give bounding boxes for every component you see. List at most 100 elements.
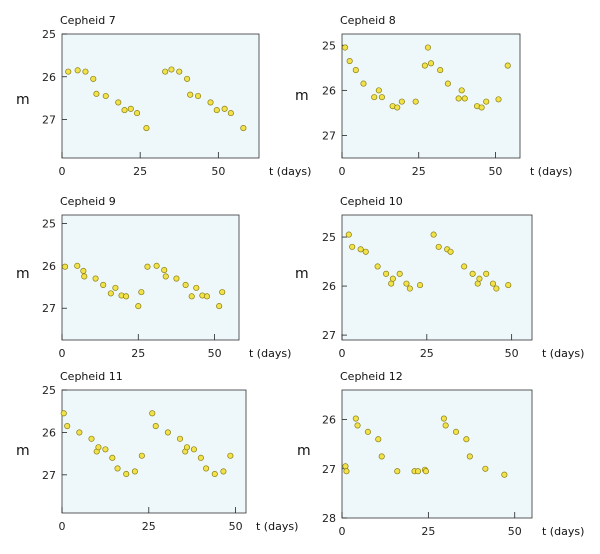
data-point [107, 290, 114, 297]
data-point [495, 96, 502, 103]
data-point [149, 410, 156, 417]
data-point [100, 281, 107, 288]
y-tick-label: 27 [322, 329, 336, 342]
data-point [412, 98, 419, 105]
data-point [469, 270, 476, 277]
x-axis-label: t (days) [269, 165, 311, 178]
data-point [153, 262, 160, 269]
data-point [504, 62, 511, 69]
data-point [455, 95, 462, 102]
data-point [135, 303, 142, 310]
y-axis-label: m [295, 88, 309, 104]
data-point [505, 282, 512, 289]
data-point [371, 94, 378, 101]
data-point [416, 282, 424, 289]
x-tick-label: 50 [211, 165, 225, 178]
x-tick-label: 0 [59, 520, 66, 533]
data-point [240, 125, 247, 132]
data-point [354, 422, 361, 429]
y-tick-label: 25 [322, 231, 336, 244]
data-point [115, 99, 122, 106]
data-point [378, 94, 385, 101]
data-point [375, 436, 382, 443]
data-point [81, 273, 88, 280]
data-point [360, 80, 367, 87]
chart-title: Cepheid 11 [60, 370, 123, 383]
data-point [447, 248, 454, 255]
data-point [396, 270, 403, 277]
y-tick-label: 26 [322, 280, 336, 293]
x-tick-label: 50 [505, 347, 519, 360]
data-point [489, 280, 497, 287]
x-tick-label: 0 [59, 165, 66, 178]
data-point [345, 231, 352, 238]
data-point [362, 248, 369, 255]
data-point [74, 262, 81, 269]
data-point [346, 58, 353, 65]
data-point [80, 267, 87, 274]
y-tick-label: 27 [42, 469, 56, 482]
data-point [187, 91, 194, 98]
data-point [342, 463, 349, 470]
data-point [220, 468, 227, 475]
chart-title: Cepheid 9 [60, 195, 116, 208]
data-point [90, 75, 97, 82]
data-point [60, 410, 67, 417]
y-tick-label: 25 [42, 384, 56, 397]
y-axis-label: m [16, 92, 30, 108]
chart-panel-4: Cepheid 10 m t (days) 25 26 270 25 50 [295, 195, 584, 360]
y-axis-label: m [16, 266, 30, 282]
data-point [207, 99, 214, 106]
data-point [461, 263, 468, 270]
y-tick-label: 26 [322, 84, 336, 97]
x-tick-label: 0 [339, 165, 346, 178]
chart-panel-5: Cepheid 11 m t (days) 25 26 27 0 25 50 [16, 370, 298, 533]
data-point [93, 90, 100, 97]
data-point [427, 60, 435, 67]
data-point [95, 444, 102, 451]
data-point [364, 428, 371, 435]
data-point [65, 68, 72, 75]
x-axis-label: t (days) [249, 347, 291, 360]
data-point [406, 285, 413, 292]
data-point [109, 454, 116, 461]
x-axis-label: t (days) [542, 347, 584, 360]
data-point [483, 98, 490, 105]
data-point [398, 98, 405, 105]
y-tick-label: 25 [42, 28, 56, 41]
data-point [193, 284, 200, 291]
data-point [483, 270, 490, 277]
data-point [501, 471, 508, 478]
data-point [127, 105, 134, 112]
y-tick-label: 26 [42, 260, 56, 273]
plot-area [61, 389, 247, 514]
y-axis-label: m [297, 443, 311, 459]
x-tick-label: 25 [142, 520, 156, 533]
x-axis-label: t (days) [542, 525, 584, 538]
data-point [184, 75, 191, 82]
data-point [92, 275, 99, 282]
data-point [164, 429, 171, 436]
data-point [437, 67, 444, 74]
chart-panel-3: Cepheid 9 m t (days) 25 26 27 0 25 50 [16, 195, 291, 360]
data-point [493, 285, 500, 292]
data-point [343, 468, 350, 475]
data-point [76, 429, 83, 436]
y-tick-label: 28 [322, 512, 336, 525]
data-point [62, 263, 69, 270]
data-point [403, 280, 410, 287]
data-point [102, 446, 109, 453]
data-point [458, 87, 465, 94]
x-tick-label: 25 [133, 165, 147, 178]
data-point [183, 444, 191, 451]
data-point [375, 87, 382, 94]
data-point [176, 435, 184, 442]
chart-panel-6: Cepheid 12 m t (days) 26 27 280 25 50 [297, 370, 584, 538]
data-point [227, 110, 234, 117]
data-point [121, 107, 128, 114]
data-point [213, 107, 220, 114]
data-point [176, 68, 183, 75]
plot-area [341, 214, 533, 341]
plot-area [61, 214, 240, 341]
x-axis-label: t (days) [256, 520, 298, 533]
